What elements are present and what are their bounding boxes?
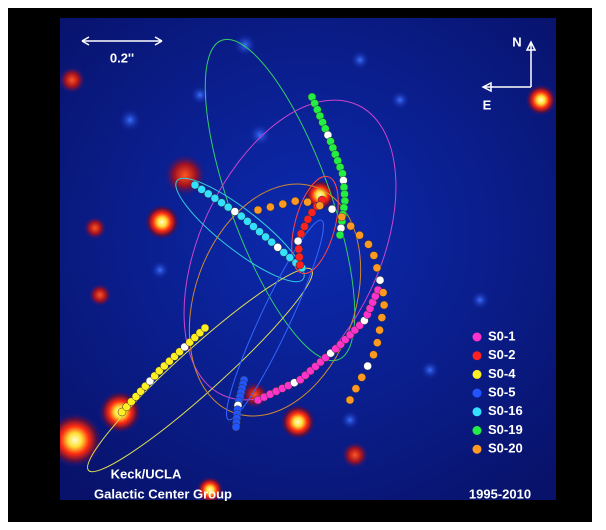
- track-dot: [338, 213, 346, 221]
- track-dot: [373, 264, 381, 272]
- track-dot: [379, 289, 387, 297]
- track-dot: [376, 326, 384, 334]
- star-glow: [470, 290, 490, 310]
- track-dot: [300, 223, 308, 231]
- track-dot: [336, 231, 344, 239]
- track-dot: [291, 197, 299, 205]
- star-glow: [525, 84, 557, 116]
- compass-north: N: [512, 34, 521, 49]
- legend-marker: [473, 407, 482, 416]
- legend-marker: [473, 370, 482, 379]
- legend-label: S0-19: [488, 422, 523, 437]
- track-dot: [295, 245, 303, 253]
- scale-label: 0.2'': [110, 50, 134, 65]
- track-dot: [364, 362, 372, 370]
- track-dot: [356, 231, 364, 239]
- track-dot: [380, 301, 388, 309]
- track-dot: [254, 206, 262, 214]
- credit-line1: Keck/UCLA: [111, 466, 182, 481]
- legend-marker: [473, 389, 482, 398]
- track-dot: [352, 385, 360, 393]
- track-dot: [370, 251, 378, 259]
- legend-label: S0-4: [488, 366, 516, 381]
- track-dot: [346, 396, 354, 404]
- star-glow: [88, 283, 112, 307]
- track-dot: [378, 314, 386, 322]
- legend-label: S0-1: [488, 328, 515, 343]
- track-dot: [304, 198, 312, 206]
- legend-marker: [473, 426, 482, 435]
- track-dot: [266, 203, 274, 211]
- credit-line2: Galactic Center Group: [94, 486, 232, 501]
- star-glow: [341, 441, 369, 469]
- track-dot: [347, 222, 355, 230]
- legend-label: S0-20: [488, 441, 523, 456]
- track-dot: [370, 351, 378, 359]
- track-dot: [294, 237, 302, 245]
- star-glow: [280, 404, 316, 440]
- star-glow: [83, 216, 107, 240]
- star-glow: [350, 50, 370, 70]
- legend-marker: [473, 351, 482, 360]
- track-dot: [295, 253, 303, 261]
- legend-label: S0-5: [488, 385, 515, 400]
- years: 1995-2010: [469, 486, 531, 501]
- star-glow: [118, 108, 142, 132]
- legend-marker: [473, 445, 482, 454]
- track-dot: [373, 339, 381, 347]
- track-dot: [296, 261, 304, 269]
- star-glow: [190, 85, 210, 105]
- star-glow: [420, 360, 440, 380]
- legend-marker: [473, 333, 482, 342]
- track-dot: [358, 373, 366, 381]
- star-glow: [248, 123, 272, 147]
- track-dot: [297, 230, 305, 238]
- figure: 0.2'' N E S0-1 S0-2 S0-4 S0-5 S0-16 S0-19 S0-2…: [0, 0, 606, 530]
- track-dot: [376, 276, 384, 284]
- track-dot: [328, 205, 336, 213]
- track-dot: [279, 200, 287, 208]
- legend-label: S0-2: [488, 347, 515, 362]
- star-glow: [144, 204, 180, 240]
- track-dot: [304, 215, 312, 223]
- track-dot: [201, 324, 209, 332]
- star-glow: [150, 260, 170, 280]
- track-dot: [364, 240, 372, 248]
- star-glow: [58, 66, 86, 94]
- track-dot: [232, 423, 240, 431]
- legend-label: S0-16: [488, 403, 523, 418]
- star-glow: [340, 410, 360, 430]
- star-glow: [390, 90, 410, 110]
- compass-east: E: [483, 97, 492, 112]
- track-dot: [316, 202, 324, 210]
